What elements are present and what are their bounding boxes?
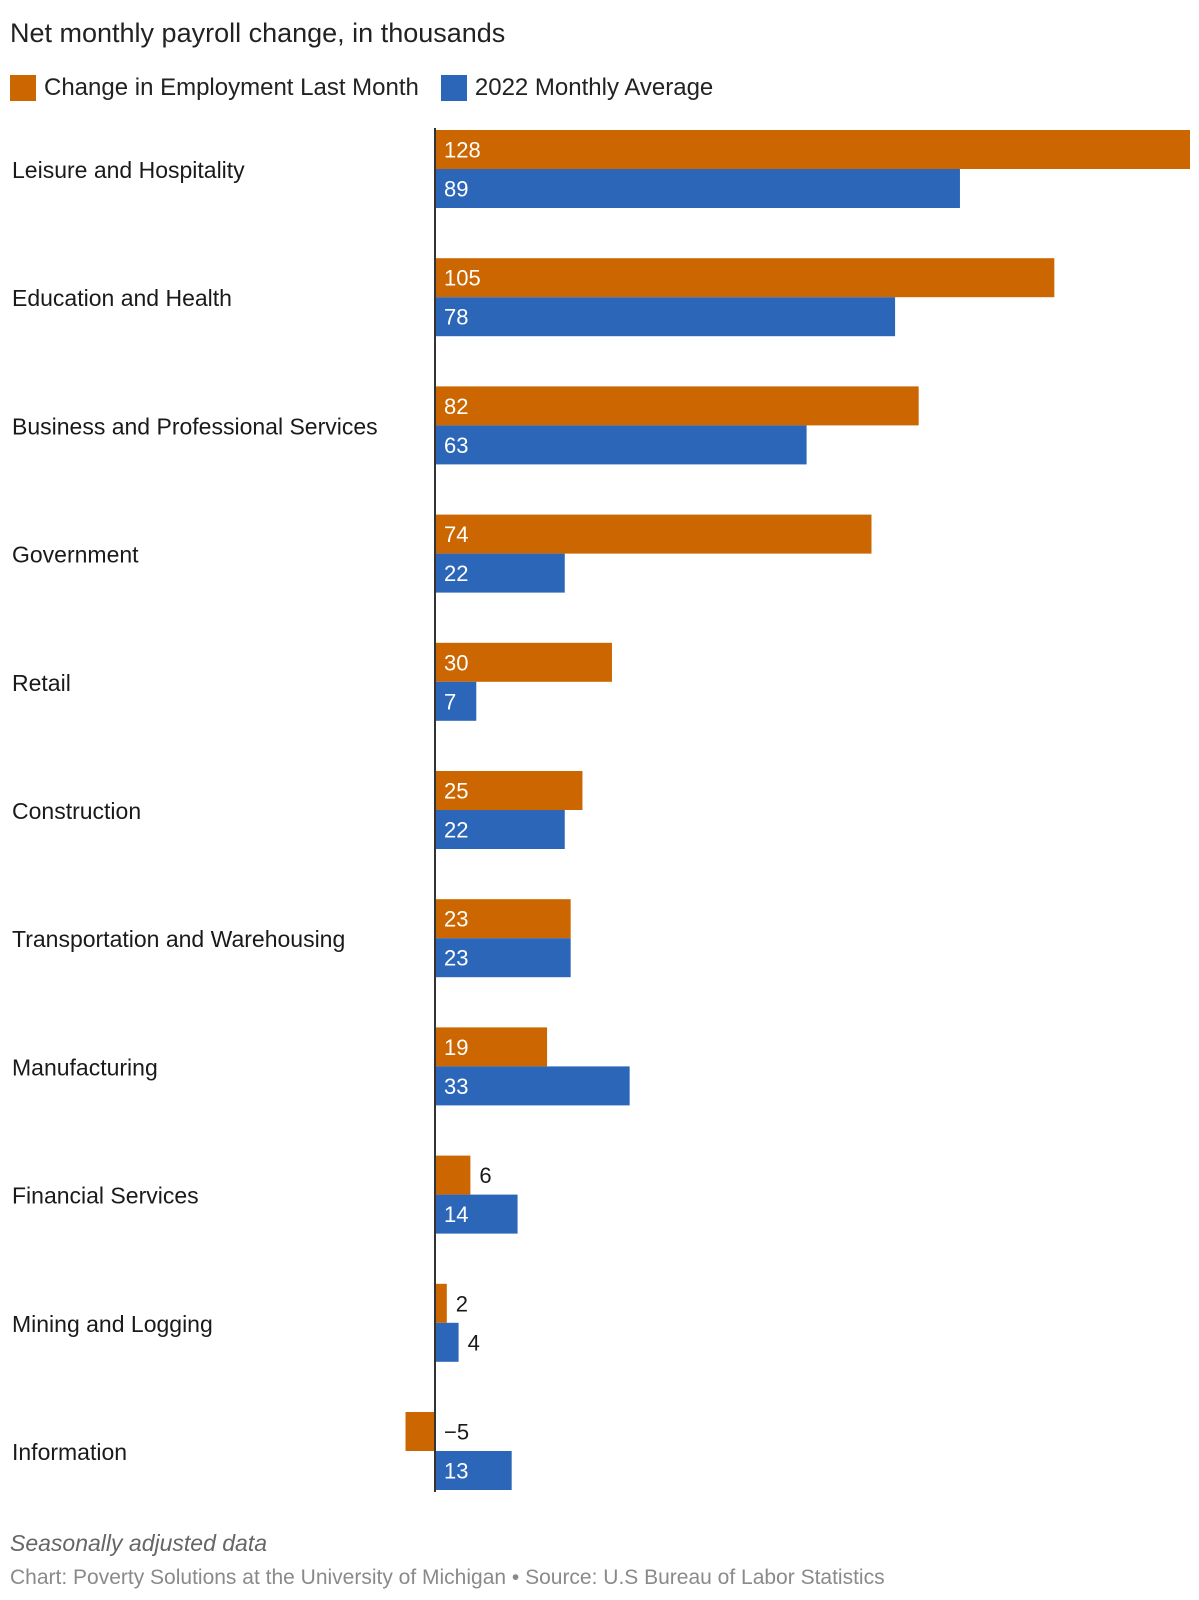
footer-note: Seasonally adjusted data	[10, 1530, 268, 1556]
bar-average-financial-services	[435, 1194, 518, 1234]
category-label-education-and-health: Education and Health	[12, 285, 232, 311]
legend-label-average: 2022 Monthly Average	[474, 74, 714, 101]
bar-average-retail	[435, 681, 477, 721]
data-label-current-education-and-health: 105	[444, 266, 481, 291]
data-label-average-retail: 7	[444, 689, 456, 714]
bar-current-information	[405, 1412, 435, 1451]
data-label-average-leisure-and-hospitality: 89	[444, 177, 468, 202]
data-label-average-information: 13	[444, 1459, 468, 1484]
category-label-government: Government	[12, 542, 139, 568]
category-label-financial-services: Financial Services	[12, 1183, 199, 1209]
data-label-current-information: −5	[444, 1420, 469, 1445]
data-label-average-financial-services: 14	[444, 1202, 468, 1227]
data-label-average-construction: 22	[444, 818, 468, 843]
data-label-current-government: 74	[444, 522, 468, 547]
chart-title: Net monthly payroll change, in thousands	[10, 18, 506, 48]
category-label-transportation-and-warehousing: Transportation and Warehousing	[12, 926, 345, 952]
bar-average-leisure-and-hospitality	[435, 169, 960, 208]
data-label-current-construction: 25	[444, 779, 468, 804]
category-label-manufacturing: Manufacturing	[12, 1054, 158, 1080]
data-label-average-government: 22	[444, 561, 468, 586]
data-label-average-manufacturing: 33	[444, 1074, 468, 1099]
bar-current-retail	[435, 642, 612, 682]
data-label-current-retail: 30	[444, 650, 468, 675]
category-label-mining-and-logging: Mining and Logging	[12, 1311, 213, 1337]
category-label-retail: Retail	[12, 670, 71, 696]
bar-current-mining-and-logging	[435, 1283, 447, 1323]
data-label-current-business-and-professional-services: 82	[444, 394, 468, 419]
bar-average-government	[435, 553, 565, 593]
data-label-current-mining-and-logging: 2	[456, 1291, 468, 1316]
legend-item-average: 2022 Monthly Average	[440, 74, 714, 102]
bar-current-construction	[435, 771, 583, 810]
category-label-construction: Construction	[12, 798, 141, 824]
legend-item-current: Change in Employment Last Month	[10, 74, 419, 102]
bar-average-education-and-health	[435, 297, 896, 337]
bar-chart: Leisure and Hospitality 128 89 Education an…	[12, 128, 1190, 1492]
bar-average-business-and-professional-services	[435, 425, 807, 465]
footer-credit: Chart: Poverty Solutions at the Universi…	[10, 1566, 885, 1589]
legend-label-current: Change in Employment Last Month	[44, 74, 419, 101]
bar-average-construction	[435, 810, 565, 849]
data-label-average-business-and-professional-services: 63	[444, 433, 468, 458]
category-label-business-and-professional-services: Business and Professional Services	[12, 413, 378, 439]
bar-current-education-and-health	[435, 258, 1055, 298]
bar-average-mining-and-logging	[435, 1322, 459, 1362]
data-label-current-leisure-and-hospitality: 128	[444, 138, 481, 163]
bar-current-government	[435, 514, 872, 554]
legend-swatch-average	[440, 75, 467, 101]
data-label-average-education-and-health: 78	[444, 305, 468, 330]
bar-current-manufacturing	[435, 1027, 548, 1067]
category-label-information: Information	[12, 1439, 127, 1465]
bar-current-financial-services	[435, 1155, 471, 1195]
data-label-current-transportation-and-warehousing: 23	[444, 907, 468, 932]
data-label-average-mining-and-logging: 4	[468, 1330, 480, 1355]
legend-swatch-current	[10, 75, 36, 101]
bar-current-business-and-professional-services	[435, 386, 919, 426]
bar-current-transportation-and-warehousing	[435, 899, 571, 939]
bar-average-manufacturing	[435, 1066, 630, 1106]
bar-average-information	[435, 1451, 512, 1490]
bar-average-transportation-and-warehousing	[435, 938, 571, 978]
data-label-current-financial-services: 6	[479, 1163, 491, 1188]
data-label-current-manufacturing: 19	[444, 1035, 468, 1060]
data-label-average-transportation-and-warehousing: 23	[444, 946, 468, 971]
category-label-leisure-and-hospitality: Leisure and Hospitality	[12, 157, 245, 183]
bar-current-leisure-and-hospitality	[435, 130, 1190, 169]
legend: Change in Employment Last Month 2022 Mon…	[10, 74, 735, 102]
